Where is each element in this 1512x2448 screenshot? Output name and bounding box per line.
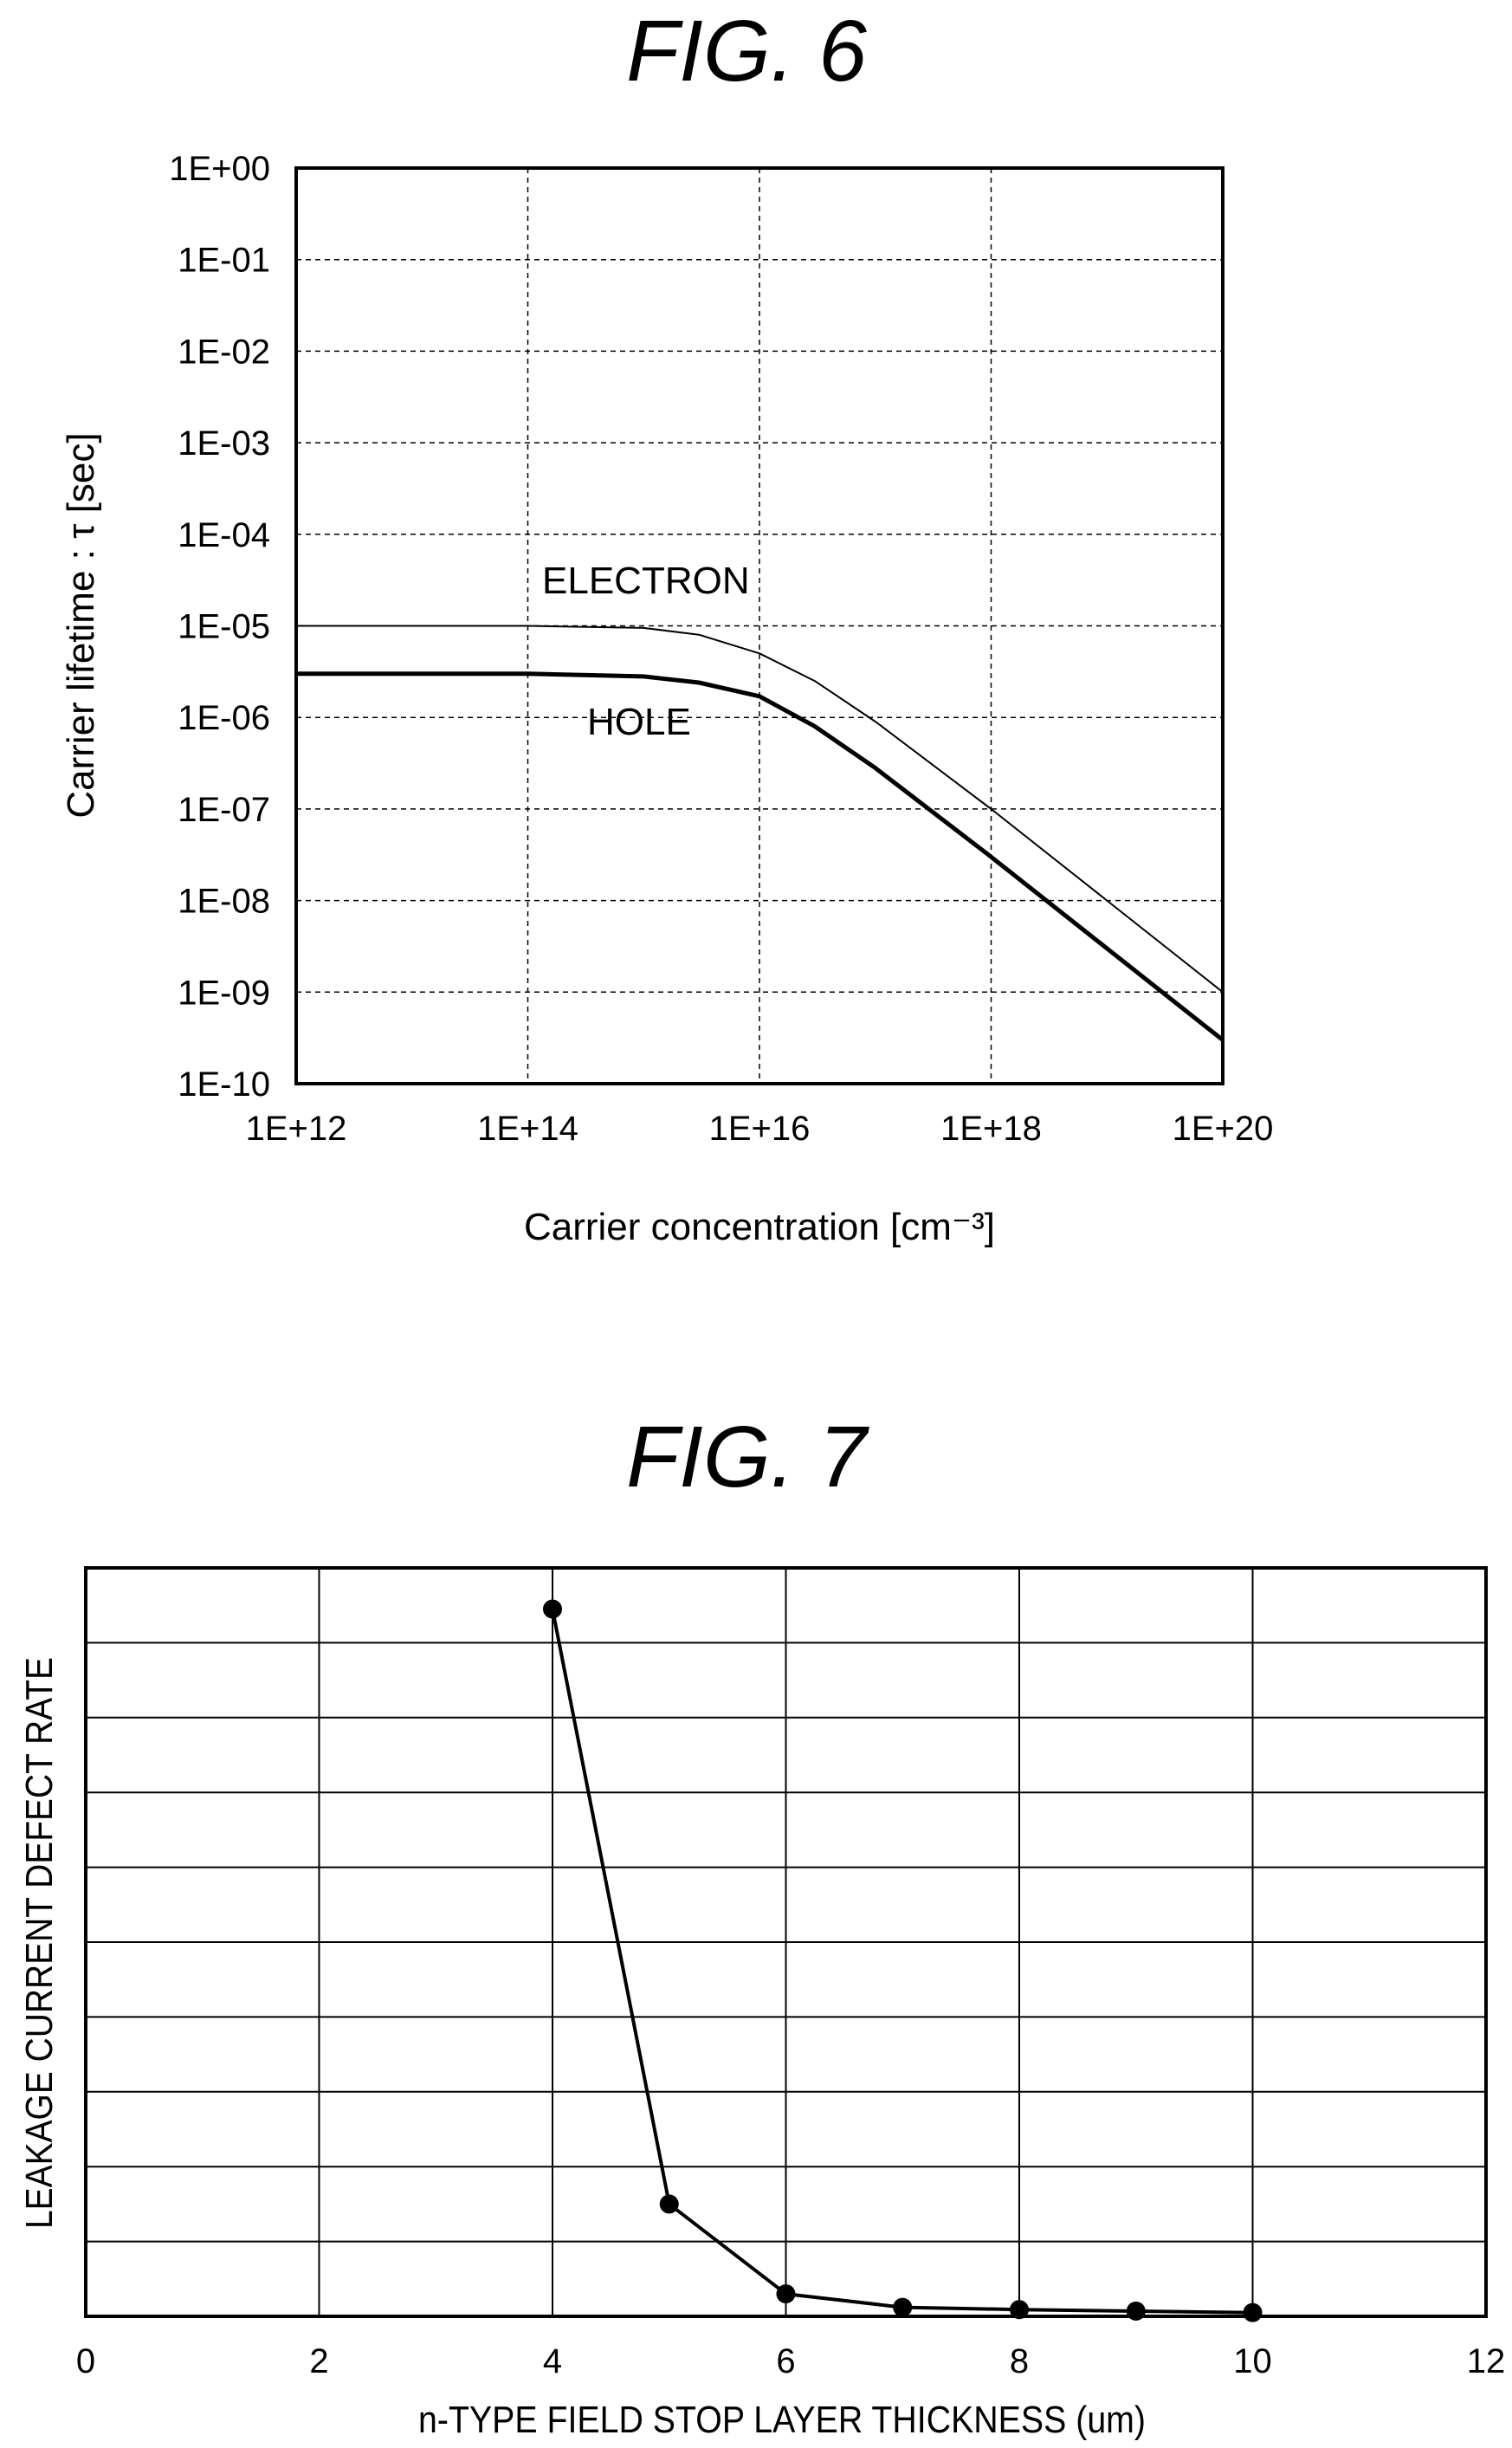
fig6-x-tick-label: 1E+20 [1173,1110,1274,1148]
fig6-y-tick-labels: 1E+00 1E-01 1E-02 1E-03 1E-04 1E-05 1E-06 1E-07… [169,150,270,1104]
fig6-x-axis-label: Carrier concentration [cm⁻³] [524,1206,995,1248]
fig7-x-tick-labels: 0 2 4 6 8 10 12 [76,2342,1505,2380]
fig6-x-tick-label: 1E+14 [477,1110,578,1148]
fig6-y-tick-label: 1E-07 [178,791,270,829]
fig6-x-tick-labels: 1E+12 1E+14 1E+16 1E+18 1E+20 [246,1110,1274,1148]
fig7-chart: FIG. 7 0 2 4 6 8 10 12 n-TYPE FIELD STOP LAYER… [18,1409,1505,2441]
fig7-data-point [1126,2301,1146,2321]
fig7-x-axis-label: n-TYPE FIELD STOP LAYER THICKNESS (um) [418,2399,1146,2441]
fig6-chart: FIG. 6 1E+00 1E-01 1E-02 1E-03 1E-04 1E-05 1E-… [60,3,1273,1248]
fig6-y-tick-label: 1E-01 [178,242,270,280]
fig7-x-tick-label: 0 [76,2342,95,2380]
fig6-series-line-hole [296,671,1224,1042]
fig7-data-point [1010,2300,1029,2320]
fig6-y-tick-label: 1E-10 [178,1065,270,1104]
fig7-title: FIG. 7 [626,1409,869,1506]
fig7-plot-frame [84,1566,1488,2318]
fig6-x-tick-label: 1E+18 [940,1110,1042,1148]
fig6-grid [296,168,1223,1084]
fig6-y-tick-label: 1E+00 [169,150,270,188]
fig7-x-tick-label: 4 [543,2342,562,2380]
fig6-annotation-electron: ELECTRON [542,560,750,602]
fig7-x-tick-label: 10 [1233,2342,1272,2380]
fig7-grid [86,1568,1486,2316]
fig7-data-point [893,2297,913,2317]
fig7-x-tick-label: 12 [1467,2342,1506,2380]
fig7-series [543,1599,1263,2322]
fig6-y-tick-label: 1E-08 [178,883,270,921]
fig6-series [296,625,1224,1042]
fig6-y-tick-label: 1E-05 [178,608,270,646]
fig7-data-point [659,2194,679,2214]
fig7-data-point [543,1599,562,1619]
fig6-annotation-hole: HOLE [587,701,691,743]
fig6-x-tick-label: 1E+12 [246,1110,347,1148]
fig6-x-tick-label: 1E+16 [709,1110,811,1148]
fig6-y-tick-label: 1E-03 [178,424,270,463]
fig7-x-tick-label: 8 [1010,2342,1029,2380]
fig7-data-point [776,2284,796,2304]
fig6-y-tick-label: 1E-04 [178,516,270,554]
fig7-series-line [551,1609,1253,2315]
fig6-y-tick-label: 1E-06 [178,699,270,737]
fig6-y-axis-label: Carrier lifetime : τ [sec] [60,432,102,818]
fig7-x-tick-label: 6 [776,2342,795,2380]
fig6-y-tick-label: 1E-02 [178,333,270,371]
fig7-y-axis-label: LEAKAGE CURRENT DEFECT RATE [18,1657,61,2229]
fig6-series-line-electron [296,625,1224,994]
fig6-title: FIG. 6 [626,3,867,100]
fig7-data-point [1243,2302,1263,2322]
fig7-x-tick-label: 2 [309,2342,328,2380]
fig6-y-tick-label: 1E-09 [178,974,270,1012]
